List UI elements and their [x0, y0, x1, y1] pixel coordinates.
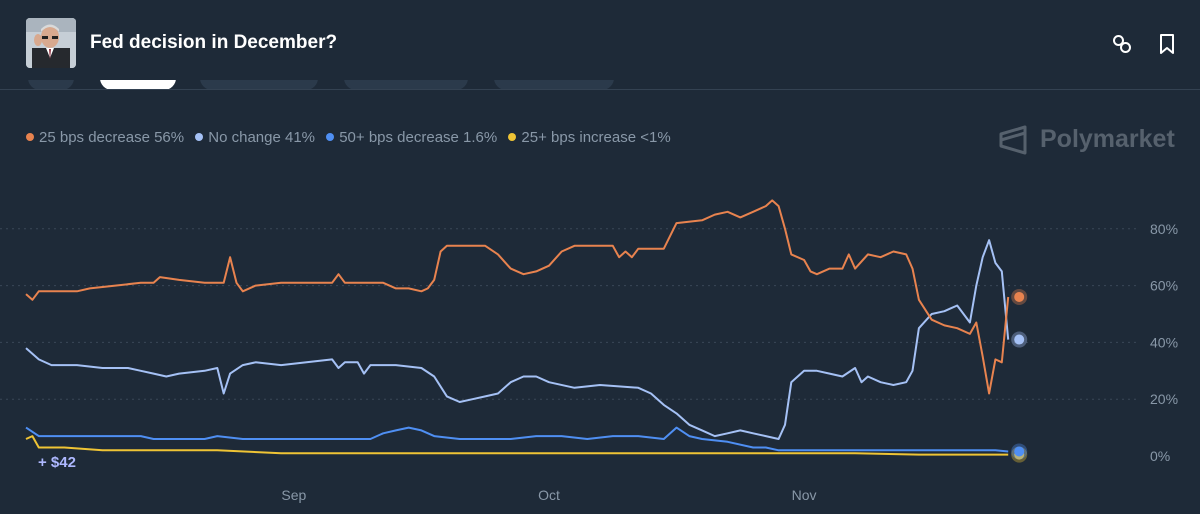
end-marker-nochange[interactable] [1014, 334, 1025, 345]
header: Fed decision in December? [0, 0, 1200, 90]
chart-legend: 25 bps decrease 56% No change 41% 50+ bp… [26, 129, 678, 146]
legend-item-inc25[interactable]: 25+ bps increase <1% [508, 129, 671, 146]
series-line-inc25[interactable] [25, 435, 1009, 456]
bookmark-icon[interactable] [1156, 33, 1178, 55]
brand-name: Polymarket [1040, 125, 1175, 153]
x-axis: Sep Oct Nov [281, 487, 816, 503]
legend-label: 50+ bps decrease 1.6% [339, 129, 498, 146]
x-tick-label: Nov [792, 487, 817, 503]
link-icon[interactable] [1111, 33, 1133, 55]
x-tick-label: Oct [538, 487, 560, 503]
legend-label: 25 bps decrease 56% [39, 129, 185, 146]
y-tick-label: 60% [1150, 278, 1178, 294]
tab-active[interactable] [100, 80, 176, 90]
series-lines [25, 199, 1010, 456]
legend-label: No change 41% [208, 129, 316, 146]
tab[interactable] [494, 80, 614, 90]
x-tick-label: Sep [281, 487, 306, 503]
market-title: Fed decision in December? [90, 32, 338, 53]
end-marker-dec50[interactable] [1014, 446, 1025, 457]
series-line-nochange[interactable] [25, 239, 1010, 440]
market-avatar[interactable] [26, 18, 76, 68]
legend-dot [26, 133, 34, 141]
legend-dot [326, 133, 335, 141]
time-range-tabs [0, 80, 1200, 90]
grid-lines [0, 228, 1138, 400]
tab[interactable] [344, 80, 468, 90]
end-marker-dec25[interactable] [1014, 291, 1025, 302]
brand-watermark: Polymarket [998, 124, 1175, 156]
legend-dot [195, 133, 204, 141]
series-line-dec50[interactable] [25, 426, 1009, 453]
y-axis: 0% 20% 40% 60% 80% [1150, 221, 1178, 464]
legend-item-dec25[interactable]: 25 bps decrease 56% [26, 129, 184, 146]
end-markers [1011, 288, 1028, 463]
tab[interactable] [28, 80, 74, 90]
legend-label: 25+ bps increase <1% [521, 129, 671, 146]
y-tick-label: 20% [1150, 391, 1178, 407]
y-tick-label: 80% [1150, 221, 1178, 237]
legend-dot [508, 133, 517, 141]
header-divider [0, 89, 1200, 90]
y-tick-label: 40% [1150, 334, 1178, 350]
legend-item-nochange[interactable]: No change 41% [195, 129, 315, 146]
tab[interactable] [200, 80, 318, 90]
series-line-dec25[interactable] [25, 199, 1010, 395]
y-tick-label: 0% [1150, 448, 1170, 464]
legend-item-dec50[interactable]: 50+ bps decrease 1.6% [326, 129, 497, 146]
polymarket-logo-icon [999, 125, 1027, 155]
profit-label: + $42 [38, 454, 76, 471]
